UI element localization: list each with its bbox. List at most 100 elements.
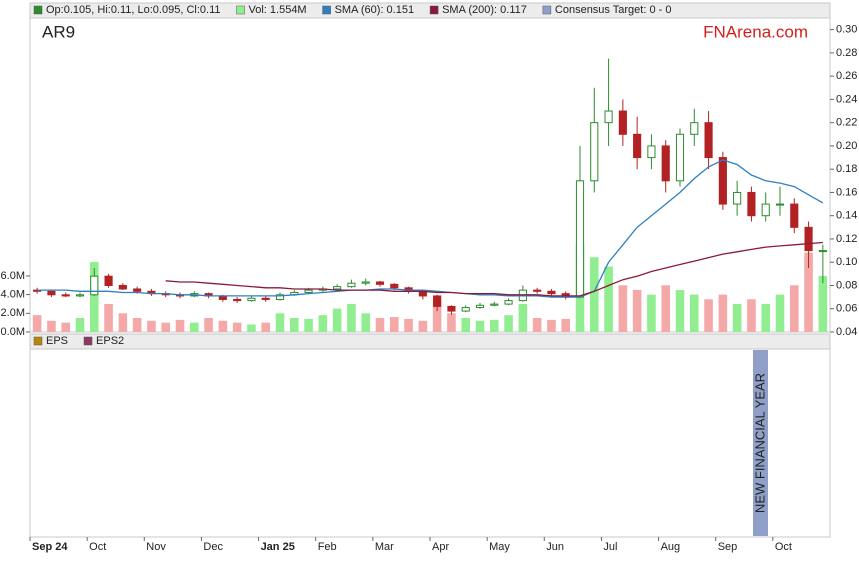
candle-body bbox=[261, 297, 270, 300]
candle-body bbox=[804, 226, 813, 252]
volume-bar bbox=[690, 294, 699, 332]
y-tick-label: 0.28 bbox=[836, 47, 857, 59]
x-tick-label: Jun bbox=[546, 541, 564, 553]
legend-swatch bbox=[542, 5, 552, 15]
x-tick-label: Aug bbox=[661, 541, 681, 553]
volume-bar bbox=[375, 317, 385, 332]
x-tick-label: Apr bbox=[432, 541, 449, 553]
annotation-bar bbox=[753, 350, 768, 536]
candle-body bbox=[375, 281, 385, 285]
candle-body bbox=[75, 294, 85, 297]
volume-bar bbox=[332, 308, 342, 332]
candle-body bbox=[504, 300, 513, 305]
x-tick-label: Mar bbox=[375, 541, 394, 553]
volume-bar bbox=[504, 315, 513, 332]
candle-body bbox=[775, 203, 785, 206]
volume-bar bbox=[647, 294, 656, 332]
volume-bar bbox=[61, 322, 70, 332]
x-tick-label: Feb bbox=[318, 541, 337, 553]
volume-bar bbox=[418, 320, 428, 332]
lower-legend-bar bbox=[29, 333, 831, 350]
volume-bar bbox=[147, 320, 156, 332]
volume-bar bbox=[532, 317, 542, 332]
volume-bar bbox=[290, 317, 299, 332]
volume-bar bbox=[775, 294, 785, 332]
volume-bar bbox=[561, 318, 570, 332]
candle-body bbox=[690, 122, 699, 135]
volume-bar bbox=[190, 322, 199, 332]
candle-body bbox=[433, 295, 442, 307]
volume-bar bbox=[90, 261, 99, 332]
volume-bar bbox=[732, 303, 742, 332]
y-tick-label: 0.06 bbox=[836, 303, 857, 315]
x-tick-label: May bbox=[489, 541, 510, 553]
volume-bar bbox=[275, 313, 285, 332]
y-tick-label: 0.30 bbox=[836, 24, 857, 36]
x-tick-label: Oct bbox=[89, 541, 106, 553]
volume-bar bbox=[461, 317, 470, 332]
legend-swatch bbox=[322, 5, 331, 15]
legend-label: SMA (200): 0.117 bbox=[442, 4, 527, 16]
legend-label: Consensus Target: 0 - 0 bbox=[555, 4, 672, 16]
x-tick-label: Jul bbox=[603, 541, 617, 553]
legend-swatch bbox=[236, 5, 245, 15]
volume-bar bbox=[761, 303, 770, 332]
ticker: AR9 bbox=[42, 22, 75, 41]
x-tick-label: Sep bbox=[718, 541, 738, 553]
y-tick-label: 0.04 bbox=[836, 326, 857, 338]
candle-body bbox=[761, 203, 770, 217]
candle-body bbox=[447, 305, 456, 312]
x-tick-label: Oct bbox=[775, 541, 792, 553]
volume-bar bbox=[118, 313, 128, 332]
legend-swatch bbox=[83, 336, 93, 346]
brand: FNArena.com bbox=[703, 22, 808, 41]
volume-bar bbox=[347, 303, 356, 332]
volume-bar bbox=[204, 317, 213, 332]
y2-tick-label: 6.0M bbox=[1, 270, 25, 282]
x-tick-label: Nov bbox=[146, 541, 166, 553]
volume-bar bbox=[518, 303, 528, 332]
candle-body bbox=[547, 290, 556, 295]
y-tick-label: 0.18 bbox=[836, 163, 857, 175]
y-tick-label: 0.22 bbox=[836, 117, 857, 129]
volume-bar bbox=[404, 318, 413, 332]
volume-bar bbox=[304, 318, 313, 332]
candle-body bbox=[490, 303, 499, 306]
volume-bar bbox=[818, 275, 828, 332]
x-tick-label-year: Sep 24 bbox=[32, 541, 68, 553]
volume-bar bbox=[475, 320, 485, 332]
candle-body bbox=[618, 110, 627, 135]
candle-body bbox=[575, 180, 585, 298]
volume-bar bbox=[318, 315, 328, 332]
candle-body bbox=[118, 284, 127, 290]
volume-bar bbox=[390, 317, 399, 332]
volume-bar bbox=[590, 257, 599, 332]
candle-body bbox=[304, 289, 313, 293]
lower-panel bbox=[29, 348, 831, 538]
volume-bar bbox=[132, 317, 142, 332]
legend-swatch bbox=[33, 336, 43, 346]
volume-bar bbox=[661, 285, 670, 332]
sma-line bbox=[37, 159, 824, 298]
annotation: NEW FINANCIAL YEAR bbox=[752, 373, 767, 513]
volume-bar bbox=[490, 319, 499, 332]
candle-body bbox=[61, 294, 70, 297]
legend-label: EPS2 bbox=[96, 335, 124, 347]
volume-bar bbox=[632, 289, 642, 332]
volume-bar bbox=[75, 317, 85, 332]
volume-bar bbox=[161, 322, 170, 332]
volume-bar bbox=[804, 252, 813, 332]
y2-tick-label: 4.0M bbox=[1, 289, 25, 301]
volume-bar bbox=[747, 299, 756, 332]
y-tick-label: 0.16 bbox=[836, 186, 857, 198]
candle-body bbox=[247, 297, 256, 302]
y2-tick-label: 0.0M bbox=[1, 326, 25, 338]
candle-body bbox=[818, 250, 827, 253]
price-panel bbox=[29, 17, 831, 333]
legend-swatch bbox=[429, 5, 439, 15]
volume-bar bbox=[47, 320, 56, 332]
y-tick-label: 0.24 bbox=[836, 93, 857, 105]
volume-bar bbox=[704, 299, 713, 332]
candle-body bbox=[390, 283, 399, 289]
